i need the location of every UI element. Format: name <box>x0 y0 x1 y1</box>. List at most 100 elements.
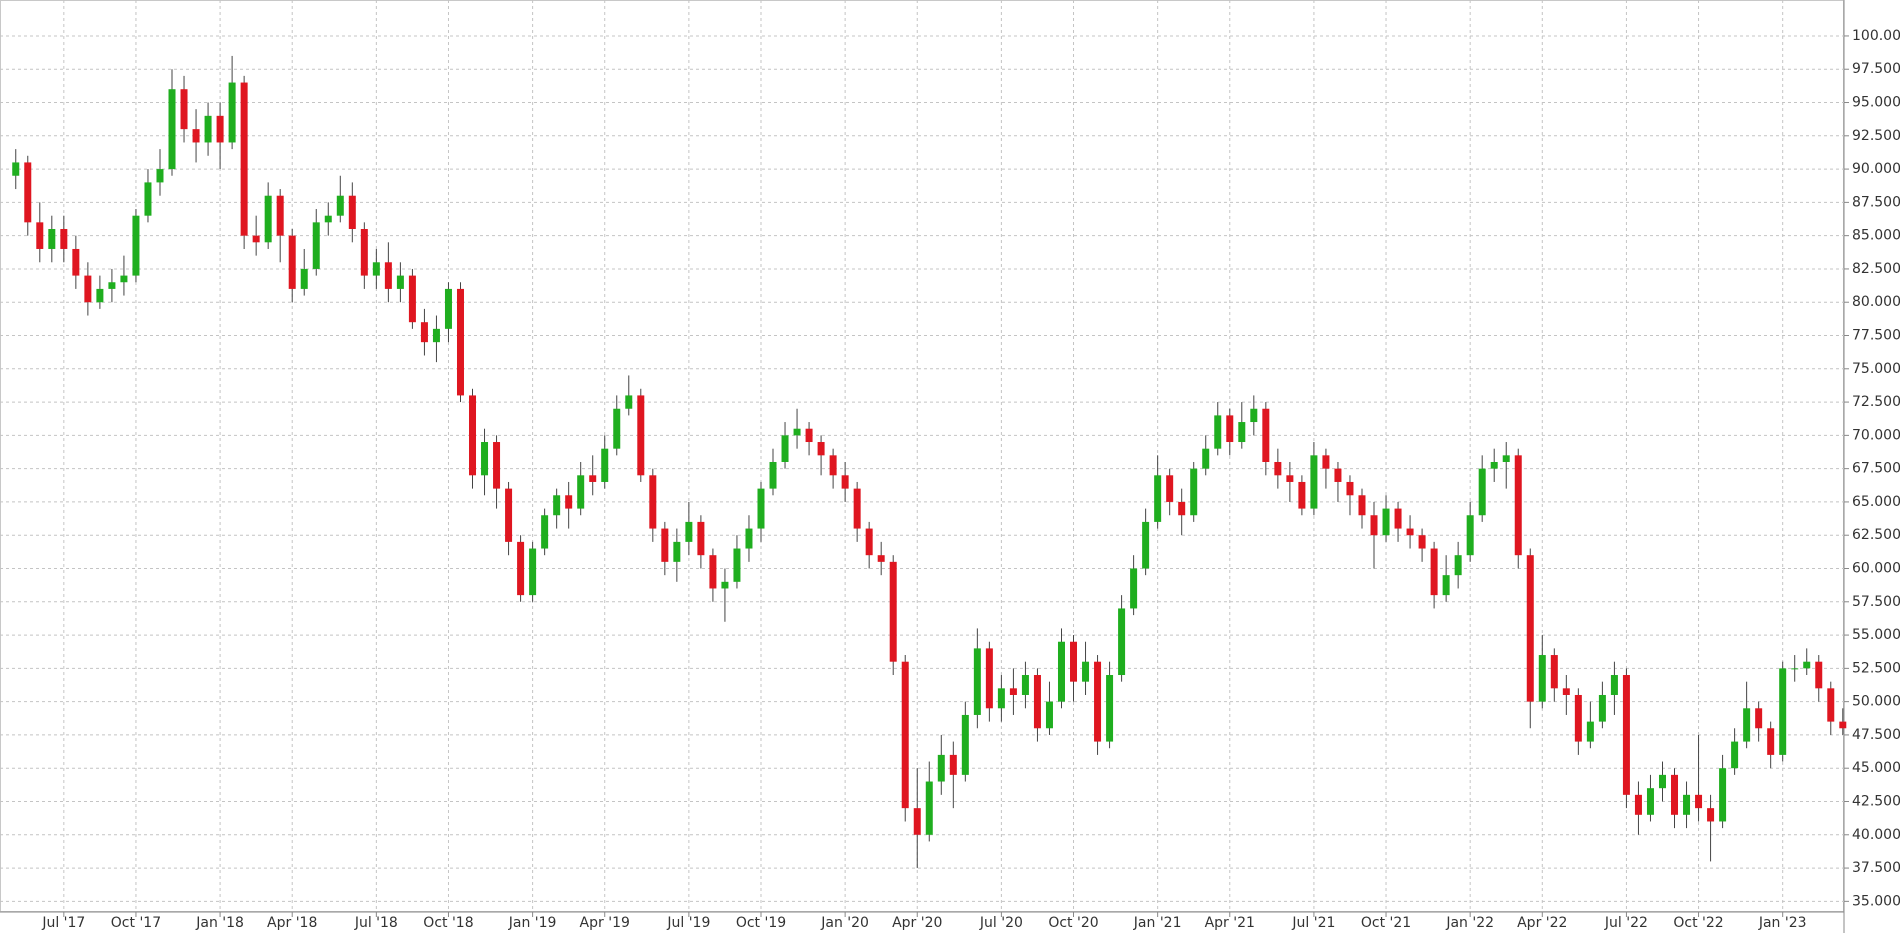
candle-body <box>697 521 705 556</box>
candle-body <box>793 428 801 436</box>
candle-body <box>1370 515 1378 536</box>
x-tick-label: Oct '19 <box>736 915 786 931</box>
candle-body <box>1202 448 1210 469</box>
x-tick-label: Jul '19 <box>666 915 710 931</box>
x-tick-label: Jul '18 <box>354 915 398 931</box>
candle-body <box>1646 788 1654 815</box>
candle-body <box>1466 515 1474 556</box>
candle-body <box>1827 688 1835 722</box>
candle-body <box>108 282 116 289</box>
candle-body <box>72 248 80 276</box>
y-tick-label: 65.000 <box>1852 494 1900 510</box>
candle-body <box>360 228 368 276</box>
candle-body <box>973 648 981 715</box>
candle-body <box>1214 415 1222 449</box>
candle-body <box>324 215 332 223</box>
candle-body <box>625 395 633 409</box>
candle-body <box>1082 661 1090 682</box>
candle-body <box>1334 468 1342 482</box>
candle-body <box>1358 495 1366 516</box>
candle-body <box>529 548 537 596</box>
candle-body <box>673 541 681 562</box>
candle-body <box>1658 774 1666 789</box>
y-tick-label: 47.500 <box>1852 727 1900 743</box>
y-tick-label: 67.500 <box>1852 461 1900 477</box>
candle-body <box>408 275 416 323</box>
y-tick-label: 62.500 <box>1852 527 1900 543</box>
candle-body <box>1791 668 1799 670</box>
x-tick-label: Apr '22 <box>1517 915 1567 931</box>
candle-body <box>1322 455 1330 469</box>
candle-body <box>589 475 597 482</box>
candle-body <box>1118 608 1126 676</box>
candle-body <box>1803 661 1811 669</box>
candle-body <box>469 395 477 476</box>
candle-body <box>1130 568 1138 609</box>
x-tick-label: Jan '23 <box>1758 915 1807 931</box>
x-tick-label: Jan '20 <box>820 915 869 931</box>
candle-body <box>505 488 513 542</box>
candle-body <box>1478 468 1486 516</box>
y-tick-label: 57.500 <box>1852 594 1900 610</box>
candle-body <box>541 515 549 549</box>
candle-body <box>1226 415 1234 443</box>
candle-body <box>781 435 789 462</box>
candle-body <box>1286 475 1294 482</box>
candle-body <box>601 448 609 482</box>
candle-body <box>372 262 380 276</box>
y-tick-label: 82.500 <box>1852 261 1900 277</box>
candle-body <box>1394 508 1402 529</box>
candle-body <box>1057 641 1065 702</box>
y-tick-label: 42.500 <box>1852 793 1900 809</box>
y-tick-label: 97.500 <box>1852 61 1900 77</box>
candle-body <box>877 555 885 562</box>
candle-body <box>997 688 1005 709</box>
candle-body <box>721 581 729 589</box>
y-tick-label: 60.000 <box>1852 561 1900 577</box>
x-tick-label: Oct '18 <box>423 915 473 931</box>
y-tick-label: 100.00 <box>1852 28 1900 44</box>
candle-body <box>1310 455 1318 509</box>
x-tick-label: Apr '19 <box>580 915 630 931</box>
candle-body <box>1045 701 1053 729</box>
candle-body <box>1538 655 1546 702</box>
candle-body <box>1454 555 1462 576</box>
candle-body <box>1238 422 1246 443</box>
candle-body <box>649 475 657 529</box>
candle-body <box>757 488 765 529</box>
y-tick-label: 55.000 <box>1852 627 1900 643</box>
y-tick-label: 92.500 <box>1852 128 1900 144</box>
y-tick-label: 40.000 <box>1852 827 1900 843</box>
candle-body <box>1418 535 1426 549</box>
candle-body <box>300 268 308 289</box>
candle-body <box>1514 455 1522 556</box>
candle-body <box>264 195 272 243</box>
candle-body <box>348 195 356 229</box>
candle-body <box>204 115 212 143</box>
candle-body <box>1094 661 1102 742</box>
y-tick-label: 52.500 <box>1852 660 1900 676</box>
candle-body <box>1154 475 1162 522</box>
y-tick-label: 37.500 <box>1852 860 1900 876</box>
x-tick-label: Apr '20 <box>892 915 942 931</box>
candle-body <box>48 228 56 249</box>
candle-body <box>12 162 20 176</box>
candle-body <box>132 215 140 276</box>
x-tick-label: Apr '21 <box>1205 915 1255 931</box>
candle-body <box>1274 461 1282 476</box>
candle-body <box>889 561 897 662</box>
candle-body <box>120 275 128 283</box>
candle-body <box>913 808 921 835</box>
candle-body <box>985 648 993 709</box>
x-tick-label: Oct '17 <box>111 915 161 931</box>
y-tick-label: 45.000 <box>1852 760 1900 776</box>
candle-body <box>1250 408 1258 423</box>
y-tick-label: 95.000 <box>1852 95 1900 111</box>
candle-body <box>1598 694 1606 722</box>
candle-body <box>829 455 837 476</box>
candle-body <box>1574 694 1582 742</box>
candle-body <box>733 548 741 582</box>
candle-body <box>1430 548 1438 596</box>
x-tick-label: Jan '19 <box>508 915 557 931</box>
